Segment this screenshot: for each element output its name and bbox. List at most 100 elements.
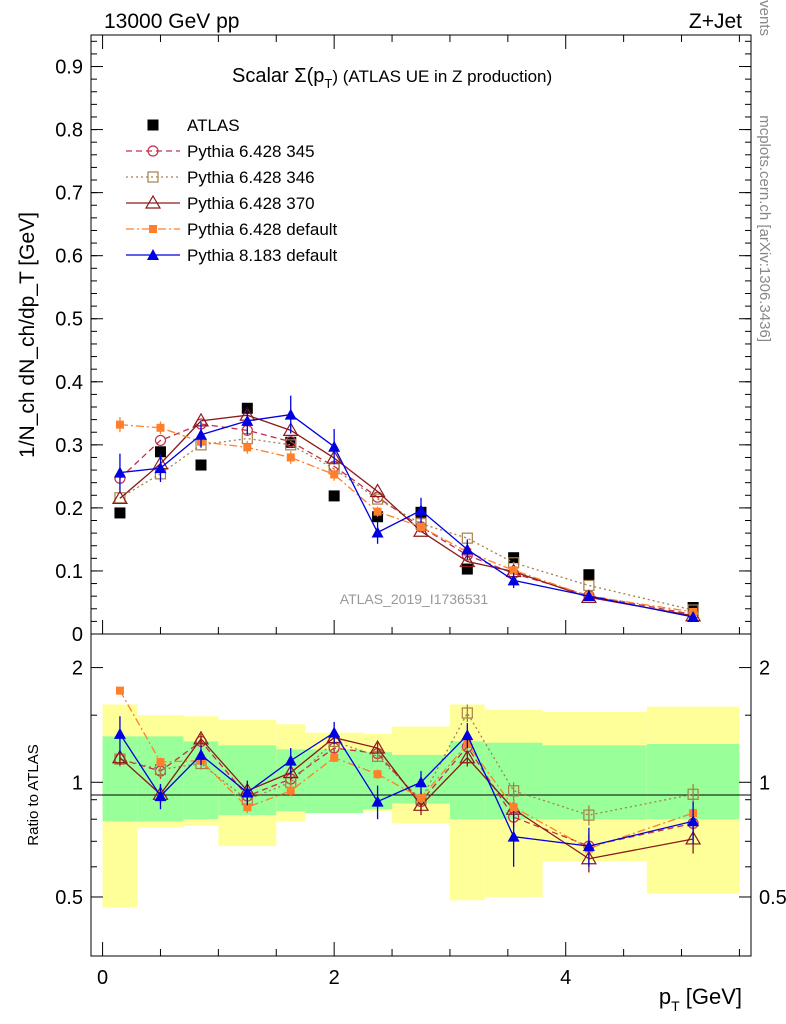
ratio-data-point xyxy=(369,739,386,754)
ratio-data-point xyxy=(195,748,207,760)
ratio-data-point xyxy=(687,815,700,827)
x-axis-label-unit: [GeV] xyxy=(680,984,742,1009)
y-tick-label: 0.8 xyxy=(55,120,83,142)
y-tick-label: 0.7 xyxy=(55,183,83,205)
x-tick-label: 4 xyxy=(560,967,571,989)
main-data-point xyxy=(417,522,425,531)
main-data-point xyxy=(154,462,167,474)
ratio-data-point xyxy=(330,753,339,762)
ratio-data-point xyxy=(328,726,341,738)
main-data-point xyxy=(461,563,473,575)
y-axis-label: 1/N_ch dN_ch/dp_T [GeV] xyxy=(16,212,39,458)
ratio-data-point xyxy=(282,764,299,779)
ratio-tick-label: 2 xyxy=(72,658,83,680)
main-data-point xyxy=(583,569,595,581)
ratio-series-line xyxy=(119,711,694,816)
main-data-point xyxy=(286,453,295,462)
main-data-point xyxy=(459,553,476,568)
ratio-data-point xyxy=(111,749,128,764)
x-axis-label-p: p xyxy=(659,984,671,1009)
ratio-data-point xyxy=(286,786,295,795)
main-series-line xyxy=(119,424,694,613)
main-data-point xyxy=(328,440,341,452)
plot-title-main: Scalar Σ(p xyxy=(232,65,324,87)
main-data-point xyxy=(195,428,207,440)
y-tick-label: 0.3 xyxy=(55,435,83,457)
axis-ticks xyxy=(91,35,751,956)
ratio-data-point xyxy=(371,795,384,807)
ratio-data-point xyxy=(507,830,520,842)
main-data-point xyxy=(285,439,297,451)
y-tick-label: 0.2 xyxy=(55,498,83,520)
legend-label: Pythia 6.428 345 xyxy=(187,142,315,161)
legend-label: Pythia 8.183 default xyxy=(187,246,338,265)
legend-marker xyxy=(147,145,159,157)
main-data-point xyxy=(507,574,520,586)
legend-marker xyxy=(144,194,162,209)
ratio-series-line xyxy=(119,736,694,860)
legend-label: ATLAS xyxy=(187,116,240,135)
ratio-data-point xyxy=(583,809,595,821)
main-series-line xyxy=(119,423,694,616)
ratio-series-group xyxy=(111,686,702,873)
main-data-point xyxy=(115,420,124,429)
main-data-point xyxy=(373,507,382,516)
x-tick-label: 2 xyxy=(329,967,340,989)
main-data-point xyxy=(114,507,126,519)
ratio-series-line xyxy=(119,731,694,847)
main-data-point xyxy=(282,422,299,436)
axis-tick-labels: 0 0.1 0.2 0.3 0.4 0.5 0.6 0.7 0.8 0.9 0.5 0.5 1 1 2 2 0 2… xyxy=(55,57,786,989)
main-data-point xyxy=(241,414,254,426)
header-right: Z+Jet xyxy=(689,10,742,33)
main-series-line xyxy=(119,413,694,618)
ratio-y-axis-label: Ratio to ATLAS xyxy=(25,744,42,845)
rivet-version-label: Rivet 3.1.10, ≥ 300k events xyxy=(756,0,773,36)
main-data-point xyxy=(371,493,384,505)
y-tick-label: 0.5 xyxy=(55,309,83,331)
main-data-point xyxy=(461,543,474,555)
ratio-data-point xyxy=(154,790,167,802)
main-data-point xyxy=(369,483,386,498)
ratio-data-point xyxy=(115,686,124,695)
main-data-point xyxy=(328,490,340,502)
header-left: 13000 GeV pp xyxy=(104,10,239,33)
ratio-data-point xyxy=(192,730,210,745)
legend-marker xyxy=(147,171,159,183)
y-tick-label: 0 xyxy=(72,624,83,646)
y-tick-label: 0.6 xyxy=(55,246,83,268)
legend-label: Pythia 6.428 346 xyxy=(187,168,315,187)
y-axis-label-text: 1/N_ch dN_ch/dp_T [GeV] xyxy=(16,212,39,458)
main-data-point xyxy=(687,610,700,622)
legend-marker xyxy=(147,119,159,131)
main-series-line xyxy=(119,414,694,617)
main-data-point xyxy=(330,470,339,479)
mcplots-label: mcplots.cern.ch [arXiv:1306.3436] xyxy=(756,115,773,342)
main-data-point xyxy=(111,490,128,505)
main-data-point xyxy=(582,590,595,602)
ratio-data-point xyxy=(417,793,425,802)
ratio-tick-label-right: 2 xyxy=(759,658,770,680)
ratio-data-point xyxy=(373,770,382,779)
ratio-data-point xyxy=(461,729,474,741)
ratio-data-point xyxy=(508,785,520,797)
main-data-point xyxy=(154,434,167,447)
main-data-point xyxy=(687,602,699,614)
x-axis-label-sub: T xyxy=(671,998,680,1014)
ratio-data-point xyxy=(582,840,595,852)
ratio-data-point xyxy=(509,803,518,812)
main-data-point xyxy=(154,446,166,458)
ratio-data-point xyxy=(284,754,297,766)
y-tick-label: 0.4 xyxy=(55,372,83,394)
ratio-data-point xyxy=(113,727,126,739)
ratio-data-point xyxy=(241,786,254,798)
ratio-data-point xyxy=(415,776,427,788)
ratio-data-point xyxy=(156,758,165,767)
main-data-point xyxy=(371,526,384,538)
analysis-id: ATLAS_2019_I1736531 xyxy=(340,591,489,607)
x-axis-label: pT [GeV] xyxy=(659,984,742,1014)
main-data-point xyxy=(156,423,165,432)
ratio-tick-label-right: 0.5 xyxy=(759,887,786,909)
legend-label: Pythia 6.428 default xyxy=(187,220,338,239)
main-data-point xyxy=(113,466,126,478)
